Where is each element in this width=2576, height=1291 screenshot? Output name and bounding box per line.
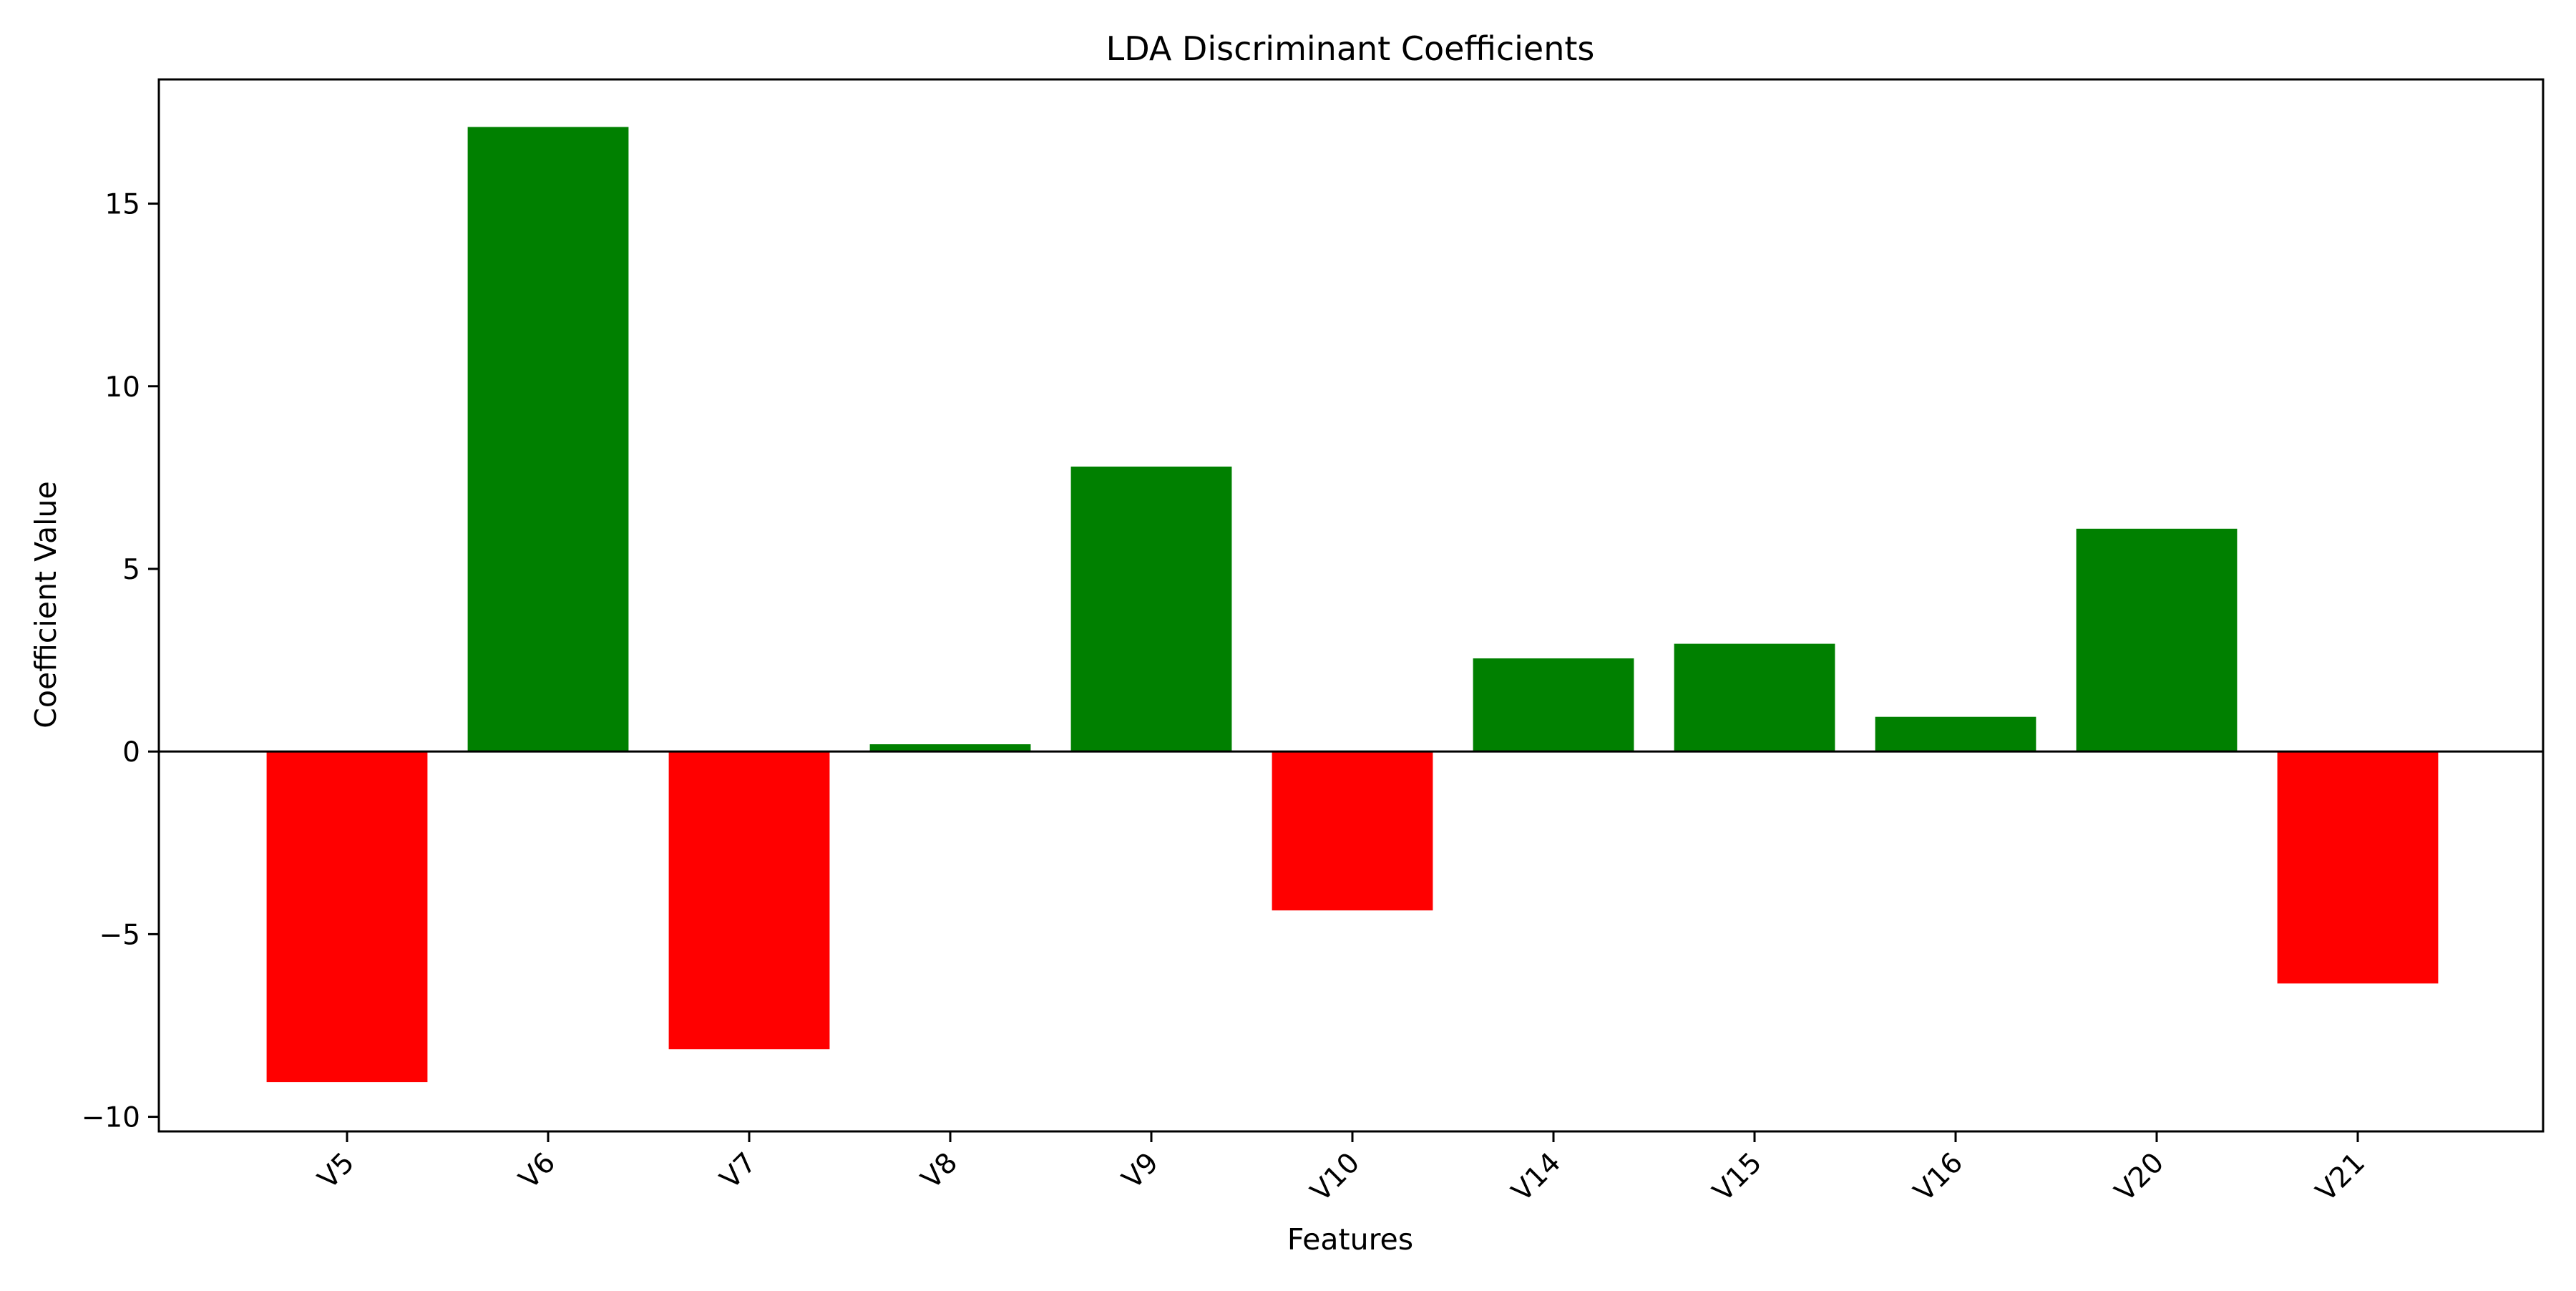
y-tick-label: 10 (104, 371, 140, 404)
x-axis-label: Features (1287, 1222, 1413, 1257)
x-tick-label-v6: V6 (513, 1146, 562, 1195)
y-tick-label: 0 (122, 736, 140, 769)
bar-v20 (2076, 528, 2238, 752)
bar-v5 (266, 751, 428, 1083)
bar-v14 (1473, 658, 1634, 752)
bar-v10 (1272, 751, 1433, 911)
y-tick-label: −10 (82, 1102, 140, 1134)
bar-v15 (1674, 643, 1835, 752)
y-tick-label: −5 (99, 919, 141, 951)
x-tick-label-v16: V16 (1908, 1146, 1969, 1208)
bar-v8 (869, 744, 1031, 752)
x-tick-label-v21: V21 (2310, 1146, 2371, 1208)
plot-frame (157, 78, 2545, 1133)
x-tick-label-v9: V9 (1116, 1146, 1165, 1195)
bar-v6 (467, 127, 629, 752)
y-tick-label: 5 (122, 554, 140, 586)
plot-area: −10 −5 0 5 10 15 V5 V6 V7 V8 V9 V10 V14 V15 V16 V20 V21 (82, 78, 2545, 1208)
x-tick-label-v5: V5 (312, 1146, 361, 1195)
bar-v21 (2277, 751, 2439, 984)
y-tick-label: 15 (104, 189, 140, 221)
x-tick-label-v20: V20 (2109, 1146, 2170, 1208)
x-tick-label-v7: V7 (714, 1146, 763, 1195)
bar-v7 (668, 751, 830, 1050)
bar-v16 (1875, 716, 2036, 752)
y-axis-label: Coefficient Value (29, 481, 63, 728)
x-tick-label-v14: V14 (1506, 1146, 1567, 1208)
x-tick-label-v8: V8 (915, 1146, 964, 1195)
x-tick-label-v10: V10 (1304, 1146, 1366, 1208)
x-tick-label-v15: V15 (1707, 1146, 1768, 1208)
bar-v9 (1070, 467, 1232, 752)
chart-title: LDA Discriminant Coefficients (1106, 29, 1595, 68)
